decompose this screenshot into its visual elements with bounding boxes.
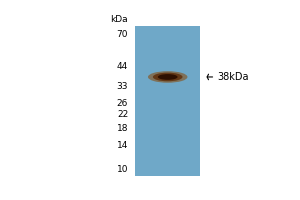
Text: 18: 18 (117, 124, 128, 133)
Text: kDa: kDa (111, 15, 128, 24)
Bar (135, 26, 200, 176)
Text: 44: 44 (117, 62, 128, 71)
Ellipse shape (158, 74, 178, 80)
Text: 33: 33 (117, 82, 128, 91)
Text: 14: 14 (117, 141, 128, 150)
Text: 70: 70 (117, 30, 128, 39)
Text: 22: 22 (117, 110, 128, 119)
Text: 10: 10 (117, 165, 128, 174)
Text: 38kDa: 38kDa (218, 72, 249, 82)
Text: 26: 26 (117, 99, 128, 108)
Ellipse shape (153, 73, 182, 81)
Ellipse shape (148, 71, 188, 83)
